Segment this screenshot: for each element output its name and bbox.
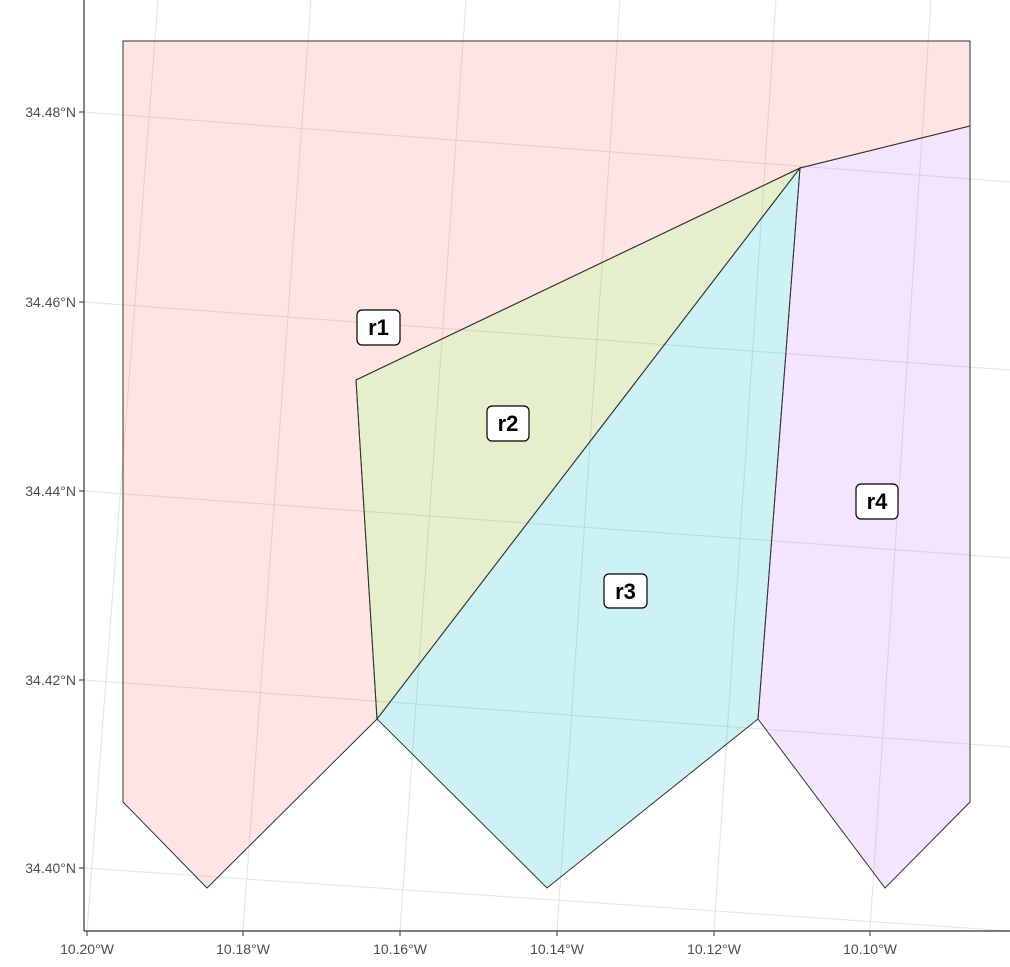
- x-tick-label: 10.20°W: [60, 941, 115, 957]
- region-label-r4-text: r4: [867, 489, 889, 514]
- region-label-r2-text: r2: [498, 411, 519, 436]
- regions: [122, 40, 971, 889]
- x-tick-label: 10.16°W: [373, 941, 428, 957]
- y-tick-label: 34.46°N: [25, 294, 76, 310]
- region-label-r3-text: r3: [615, 579, 636, 604]
- x-tick-label: 10.10°W: [843, 941, 898, 957]
- y-tick-label: 34.48°N: [25, 104, 76, 120]
- y-tick-label: 34.40°N: [25, 860, 76, 876]
- parallel-34-44: [83, 490, 1010, 559]
- x-tick-label: 10.14°W: [530, 941, 585, 957]
- y-tick-label: 34.42°N: [25, 672, 76, 688]
- region-labels: r1 r2 r3 r4: [356, 309, 899, 609]
- region-label-r3: r3: [603, 573, 648, 609]
- meridian-10-18: [242, 0, 312, 931]
- parallel-34-46: [83, 301, 1010, 371]
- parallel-34-42: [83, 679, 1010, 748]
- graticule: [83, 0, 1010, 932]
- region-label-r1: r1: [356, 309, 401, 346]
- parallel-34-40: [83, 867, 1010, 932]
- x-tick-label: 10.18°W: [216, 941, 271, 957]
- meridian-10-12: [713, 0, 777, 931]
- meridian-10-16: [399, 0, 467, 931]
- region-label-r1-text: r1: [368, 315, 389, 340]
- axes: 34.48°N 34.46°N 34.44°N 34.42°N 34.40°N …: [25, 0, 1010, 957]
- region-label-r4: r4: [855, 483, 899, 520]
- y-tick-label: 34.44°N: [25, 483, 76, 499]
- x-tick-label: 10.12°W: [687, 941, 742, 957]
- meridian-10-10: [869, 0, 932, 931]
- region-label-r2: r2: [486, 405, 530, 442]
- parallel-34-48: [83, 111, 1010, 183]
- meridian-10-14: [556, 0, 621, 931]
